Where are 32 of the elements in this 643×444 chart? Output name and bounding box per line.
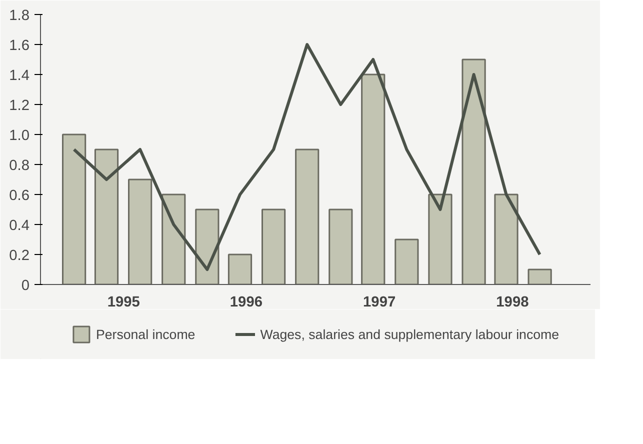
bar [328, 208, 353, 284]
bar [228, 254, 252, 284]
y-tick-label: 1.2 [9, 98, 30, 114]
bar [128, 178, 152, 284]
y-tick-label: 0.6 [9, 188, 30, 204]
x-tick-label: 1995 [107, 294, 140, 310]
bar [528, 268, 552, 284]
legend-label: Wages, salaries and supplementary labour income [260, 326, 560, 342]
bar [62, 134, 86, 284]
bar [295, 148, 320, 284]
bar [94, 148, 119, 284]
y-tick-label: 0.4 [9, 218, 30, 234]
x-tick-label: 1996 [230, 294, 263, 310]
x-tick-label: 1997 [363, 294, 396, 310]
y-tick-label: 1.8 [9, 8, 30, 24]
legend-label: Personal income [96, 326, 196, 342]
bar [394, 238, 419, 284]
y-tick-label: 1.6 [9, 38, 30, 54]
y-tick-label: 0.8 [9, 158, 30, 174]
bar [494, 194, 518, 284]
bar [361, 74, 386, 284]
bar [428, 194, 452, 284]
line-series [72, 43, 542, 271]
bar [462, 58, 486, 284]
y-tick-label: 0.2 [9, 248, 30, 264]
y-tick-label: 0 [21, 278, 30, 294]
y-tick-label: 1.4 [9, 68, 30, 84]
bar [195, 208, 220, 284]
y-tick-label: 1.0 [9, 128, 30, 144]
bar [262, 208, 286, 284]
x-tick-label: 1998 [496, 294, 529, 310]
bar [162, 194, 186, 284]
